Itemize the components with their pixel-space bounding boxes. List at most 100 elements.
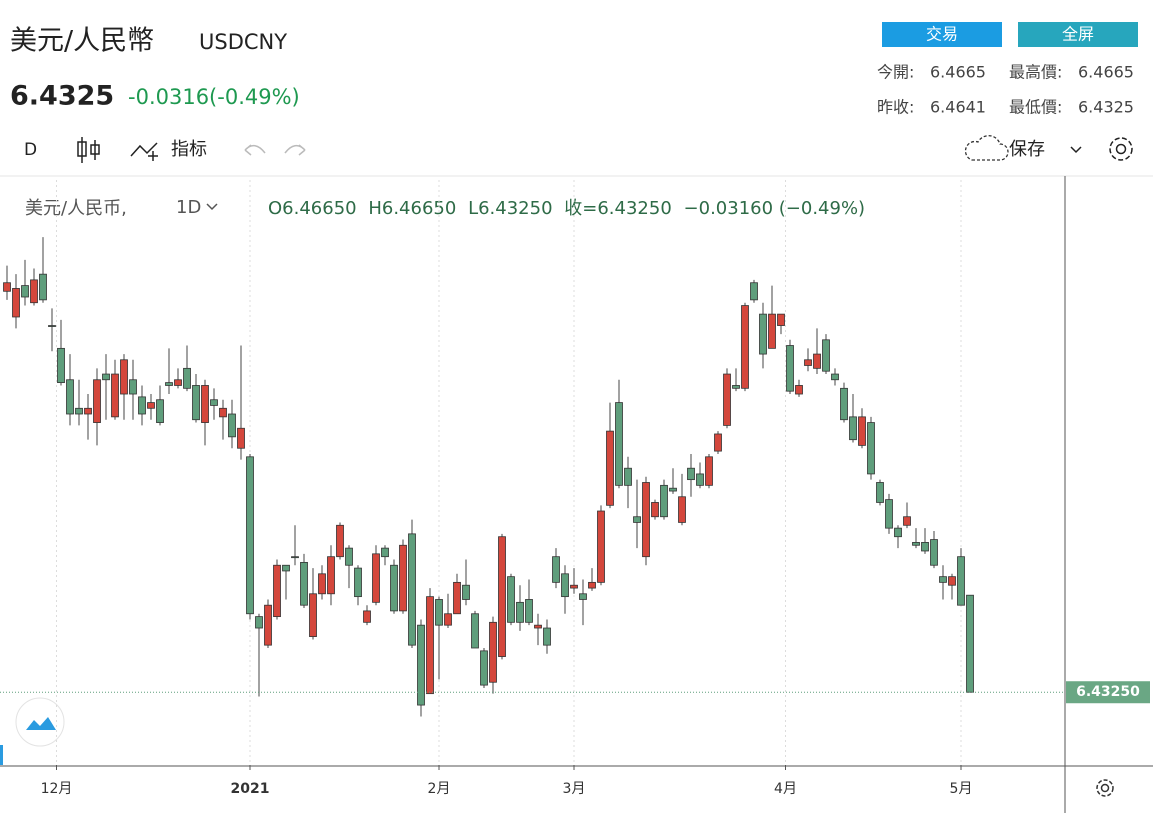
legend-high: H6.46650 <box>368 198 456 219</box>
candle-body <box>579 593 587 600</box>
candle-body <box>570 584 578 589</box>
candle-body <box>489 621 497 683</box>
candle-body <box>876 482 884 503</box>
price: 6.4325 <box>10 81 114 112</box>
candle-body <box>687 467 695 481</box>
candle-body <box>426 596 434 695</box>
candle-body <box>525 599 533 623</box>
candle-body <box>597 510 605 583</box>
candle-body <box>237 427 245 449</box>
save-button[interactable]: 保存 <box>1009 139 1045 160</box>
candle-body <box>759 313 767 355</box>
candle-body <box>714 433 722 452</box>
candle-body <box>336 524 344 558</box>
stat-value: 6.4665 <box>1078 63 1134 82</box>
trade-button[interactable] <box>882 22 1002 47</box>
edge-marker <box>0 745 3 765</box>
x-tick-label: 12月 <box>41 781 73 797</box>
candle-body <box>921 542 929 552</box>
candle-body <box>246 456 254 615</box>
legend-change: −0.03160 (−0.49%) <box>684 198 866 219</box>
candle-body <box>516 601 524 623</box>
candle-body <box>165 382 173 386</box>
x-tick-label: 2021 <box>231 781 270 797</box>
candle-body <box>75 407 83 415</box>
candle-body <box>120 359 128 395</box>
candle-body <box>291 556 299 559</box>
candle-body <box>840 387 848 421</box>
candle-body <box>183 367 191 389</box>
candle-body <box>210 399 218 406</box>
undo-icon[interactable] <box>244 144 266 156</box>
redo-icon[interactable] <box>284 144 306 156</box>
candle-body <box>543 627 551 646</box>
candle-body <box>894 527 902 538</box>
indicator-icon[interactable] <box>130 142 158 161</box>
candle-body <box>84 407 92 415</box>
candle-body <box>471 613 479 649</box>
candle-body <box>669 487 677 492</box>
candle-body <box>912 542 920 546</box>
candle-body <box>21 285 29 298</box>
candle-body <box>201 385 209 423</box>
candle-body <box>39 273 47 301</box>
stat-value: 6.4325 <box>1078 98 1134 117</box>
candle-body <box>3 282 11 292</box>
candle-body <box>57 347 65 384</box>
candle-body <box>363 610 371 623</box>
indicators-button[interactable]: 指标 <box>171 139 207 160</box>
candle-body <box>507 576 515 623</box>
candle-body <box>408 533 416 646</box>
last-price-label: 6.43250 <box>1076 684 1140 700</box>
candle-body <box>444 613 452 626</box>
candle-body <box>696 473 704 486</box>
candle-body <box>750 282 758 301</box>
legend-values: O6.46650 H6.46650 L6.43250 收=6.43250 −0.… <box>268 198 865 219</box>
candle-body <box>678 496 686 523</box>
candle-body <box>300 561 308 606</box>
candle-body <box>417 624 425 706</box>
candle-body <box>309 593 317 637</box>
candle-body <box>786 345 794 392</box>
candle-body <box>264 604 272 646</box>
trade-button-label[interactable]: 交易 <box>926 25 958 44</box>
legend-interval[interactable]: 1D <box>176 197 201 218</box>
last-price-box <box>1066 681 1150 704</box>
candle-body <box>147 402 155 409</box>
cloud-icon[interactable] <box>964 135 1009 161</box>
candle-body <box>768 313 776 349</box>
candle-body <box>255 616 263 629</box>
save-menu-arrow[interactable] <box>1070 146 1082 154</box>
fullscreen-button[interactable] <box>1018 22 1138 47</box>
candle-body <box>660 484 668 518</box>
candle-body <box>930 539 938 566</box>
candle-body <box>633 516 641 523</box>
candle-body <box>534 624 542 629</box>
candle-body <box>138 396 146 415</box>
candle-body <box>552 556 560 583</box>
gear-icon[interactable] <box>1096 779 1114 797</box>
candle-body <box>813 353 821 369</box>
candle-body <box>777 313 785 326</box>
interval-button[interactable]: D <box>24 140 37 160</box>
candle-body <box>732 385 740 389</box>
candle-body <box>804 359 812 366</box>
candle-body <box>831 373 839 381</box>
settings-icon[interactable] <box>1109 137 1133 161</box>
candle-body <box>939 576 947 583</box>
candle-body <box>345 547 353 566</box>
candle-body <box>498 536 506 657</box>
candle-body <box>651 502 659 518</box>
candle-body <box>435 599 443 626</box>
logo[interactable] <box>15 697 65 747</box>
stat-value: 6.4641 <box>930 98 986 117</box>
candle-body <box>66 379 74 415</box>
candle-body <box>453 581 461 615</box>
fullscreen-button-label[interactable]: 全屏 <box>1062 25 1094 44</box>
legend-open: O6.46650 <box>268 198 357 219</box>
stat-label: 昨收: <box>877 98 914 117</box>
candle-body <box>822 339 830 372</box>
legend-interval-arrow[interactable] <box>206 203 218 211</box>
candle-icon[interactable] <box>77 137 100 163</box>
